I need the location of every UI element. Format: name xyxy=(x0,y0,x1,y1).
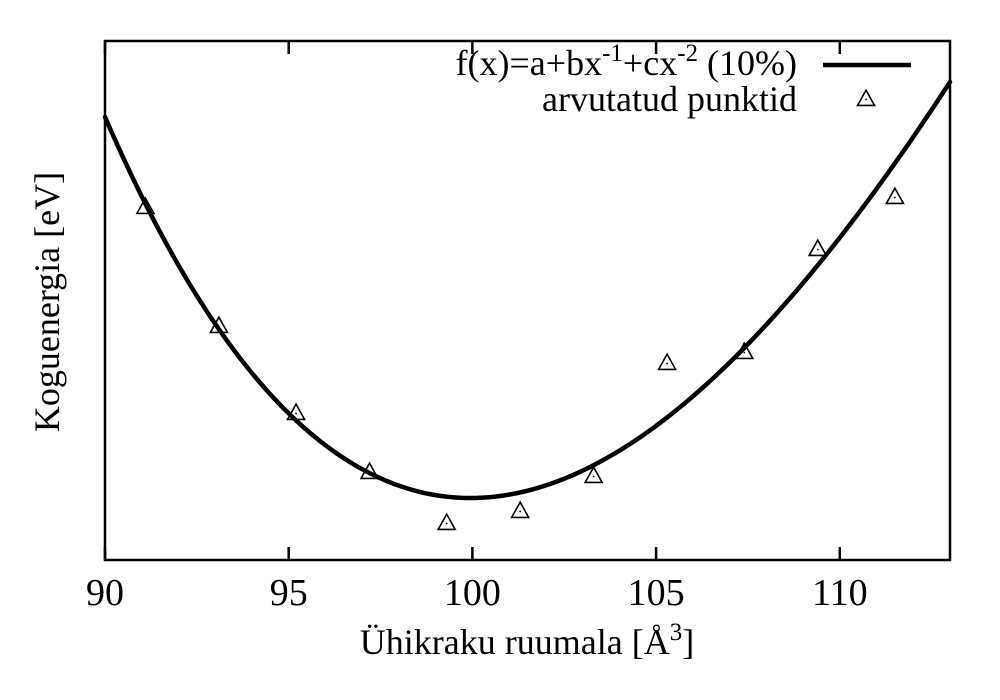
legend-fit-label-post: (10%) xyxy=(698,43,797,83)
data-point-marker-dot xyxy=(217,325,220,328)
data-point-marker-dot xyxy=(816,248,819,251)
x-tick-label: 105 xyxy=(627,572,685,614)
x-tick-label: 95 xyxy=(269,572,308,614)
data-point-marker-dot xyxy=(743,351,746,354)
legend-fit-label-mid: +cx xyxy=(622,43,678,83)
legend-fit-exponent-2: -2 xyxy=(677,40,699,67)
legend-fit-label: f(x)=a+bx xyxy=(455,43,603,83)
data-point-marker xyxy=(359,461,380,480)
data-point-marker xyxy=(209,315,229,334)
legend-triangle-marker-dot xyxy=(865,98,867,101)
data-point-marker-dot xyxy=(144,206,147,209)
data-point-marker xyxy=(807,238,828,257)
data-point-marker xyxy=(885,186,905,205)
x-axis-label-exponent: 3 xyxy=(669,619,683,646)
legend-fit-exponent-1: -1 xyxy=(602,40,623,67)
fit-curve xyxy=(102,79,953,501)
data-point-marker-dot xyxy=(893,196,896,199)
legend-entry-fit: f(x)=a+bx-1+cx-2 (10%) xyxy=(455,41,797,83)
data-point-marker xyxy=(286,402,306,421)
data-point-marker-dot xyxy=(368,471,371,474)
data-point-marker xyxy=(657,352,677,371)
x-tick-label: 90 xyxy=(86,572,124,614)
data-point-marker xyxy=(583,465,604,484)
data-point-marker-dot xyxy=(519,510,522,513)
x-tick-label: 100 xyxy=(443,572,501,614)
data-point-marker xyxy=(135,196,156,215)
legend-triangle-marker xyxy=(856,88,876,107)
data-point-marker-dot xyxy=(295,412,297,415)
legend-points-label: arvutatud punktid xyxy=(542,79,797,119)
x-tick-label: 110 xyxy=(811,572,868,614)
data-point-marker xyxy=(734,341,755,360)
data-point-marker-dot xyxy=(666,362,669,365)
plot-border xyxy=(103,39,952,562)
data-point-marker-dot xyxy=(592,475,595,478)
x-axis-label: Ühikraku ruumala [Å3] xyxy=(359,619,695,662)
y-axis-label: Koguenergia [eV] xyxy=(27,171,67,433)
data-point-marker-dot xyxy=(445,522,448,525)
data-point-marker xyxy=(436,512,457,531)
legend-entry-points: arvutatud punktid xyxy=(542,81,797,117)
data-point-marker xyxy=(510,500,531,519)
